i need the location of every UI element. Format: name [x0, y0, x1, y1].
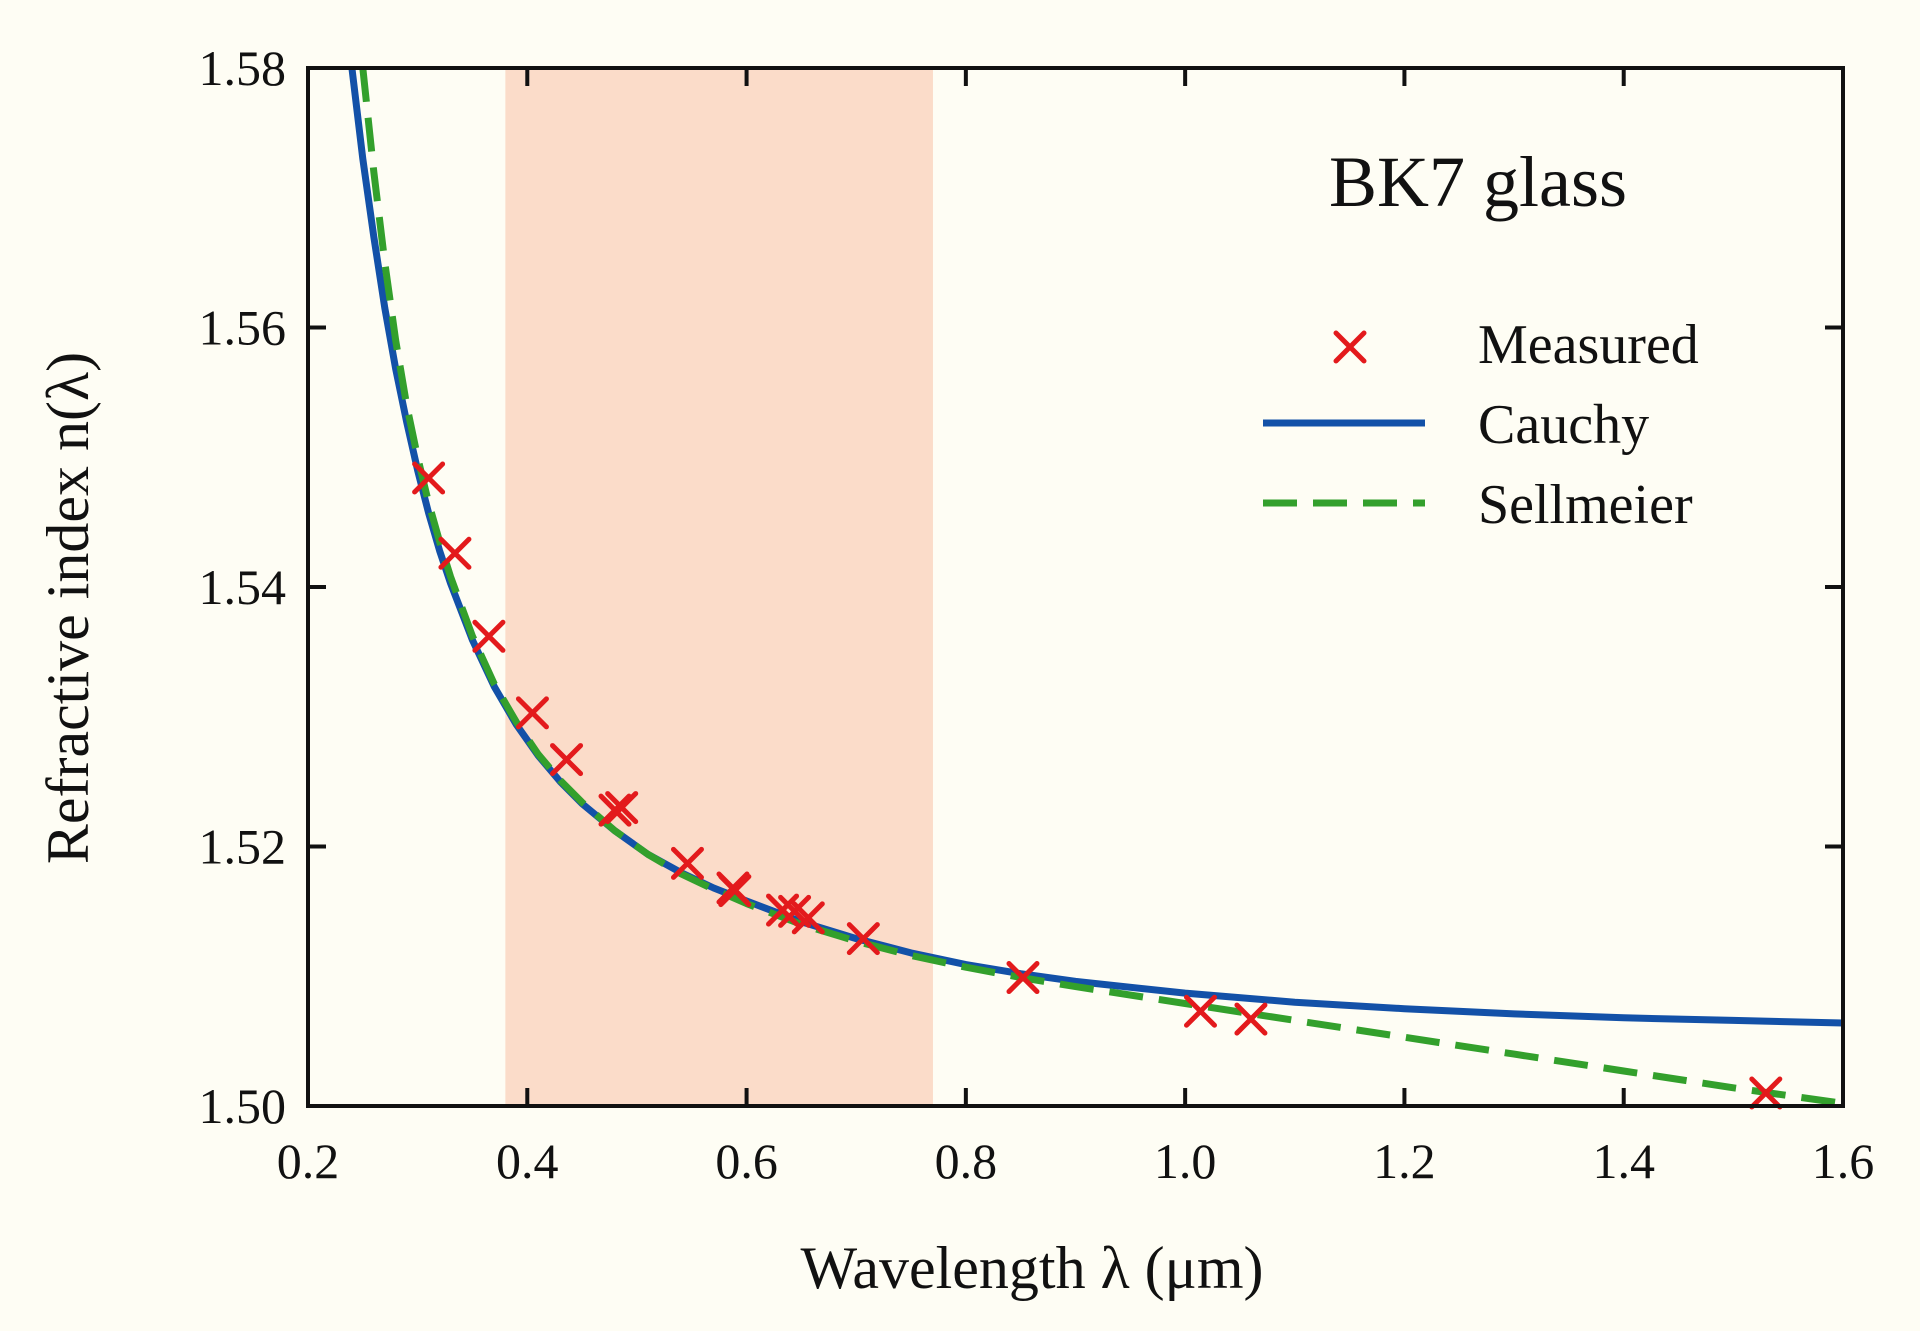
measured-point: [766, 893, 800, 927]
measured-point: [1749, 1076, 1783, 1110]
measured-point: [791, 901, 825, 935]
visible-band-layer: [505, 68, 933, 1106]
y-tick-label: 1.54: [199, 559, 287, 615]
x-axis-title: Wavelength λ (μm): [801, 1235, 1264, 1301]
x-tick-label: 0.6: [715, 1133, 778, 1189]
x-tick-label: 0.2: [277, 1133, 340, 1189]
legend-label-measured: Measured: [1478, 314, 1699, 376]
legend-measured-marker: [1333, 330, 1367, 364]
x-tick-label: 1.6: [1812, 1133, 1875, 1189]
measured-point: [438, 536, 472, 570]
measured-point: [412, 461, 446, 495]
chart-title: BK7 glass: [1329, 142, 1627, 222]
x-tick-label: 1.0: [1154, 1133, 1217, 1189]
visible-band: [505, 68, 933, 1106]
x-tick-label: 0.4: [496, 1133, 559, 1189]
x-tick-label: 1.2: [1373, 1133, 1436, 1189]
measured-point: [846, 922, 880, 956]
y-tick-label: 1.56: [199, 300, 287, 356]
y-tick-label: 1.52: [199, 819, 287, 875]
y-tick-label: 1.50: [199, 1078, 287, 1134]
legend-label-cauchy: Cauchy: [1478, 394, 1649, 456]
measured-point: [605, 791, 639, 825]
x-tick-label: 1.4: [1592, 1133, 1655, 1189]
measured-point: [718, 874, 752, 908]
legend: Measured Cauchy Sellmeier: [1263, 314, 1699, 536]
measured-point: [515, 696, 549, 730]
measured-point: [1234, 1002, 1268, 1036]
measured-point: [550, 743, 584, 777]
y-tick-label: 1.58: [199, 40, 287, 96]
measured-point: [472, 619, 506, 653]
measured-point: [598, 793, 632, 827]
measured-point: [1183, 994, 1217, 1028]
measured-point: [670, 846, 704, 880]
measured-point: [1006, 961, 1040, 995]
x-tick-label: 0.8: [935, 1133, 998, 1189]
axis-ticks-layer: 0.2 0.4 0.6 0.8 1.0 1.2 1.4 1.6 1.50 1.52 1.54 1.56…: [199, 40, 1875, 1189]
legend-label-sellmeier: Sellmeier: [1478, 474, 1693, 536]
y-axis-title: Refractive index n(λ): [35, 352, 101, 864]
measured-markers-layer: [412, 461, 1783, 1110]
legend-measured-swatch: [1333, 330, 1367, 364]
